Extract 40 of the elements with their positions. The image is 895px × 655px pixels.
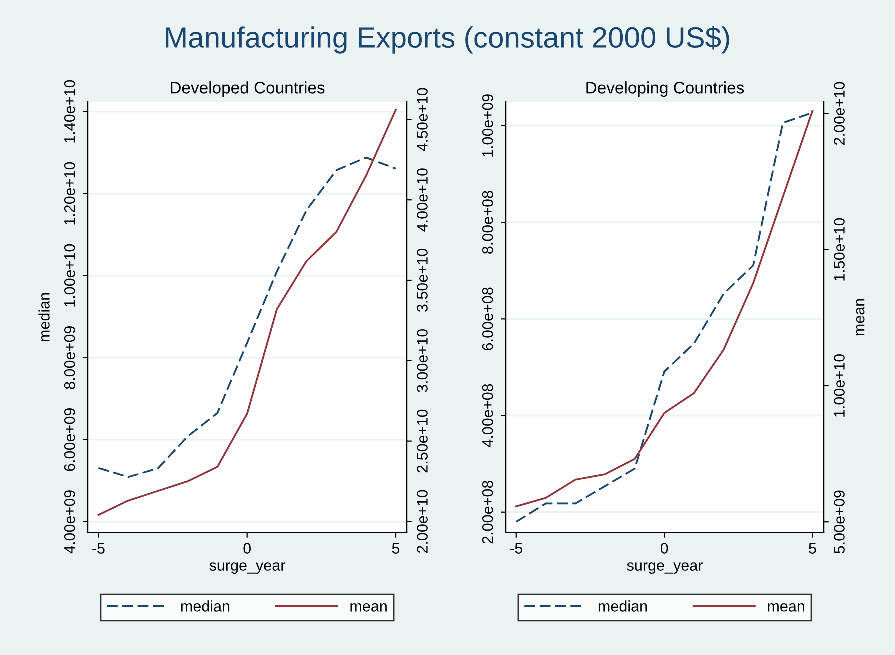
y-tick-label: 4.00e+08 bbox=[482, 384, 494, 448]
x-tick-label: -5 bbox=[510, 543, 523, 554]
line-series bbox=[98, 109, 397, 516]
y-tick-label: 1.20e+10 bbox=[64, 162, 76, 225]
x-axis-title: surge_year bbox=[627, 562, 703, 574]
x-tick-label: 5 bbox=[392, 543, 400, 554]
chart-title: Developed Countries bbox=[171, 82, 325, 98]
x-tick-label: 5 bbox=[809, 543, 816, 554]
y2-tick-label: 3.00e+10 bbox=[417, 329, 428, 392]
y-tick-label: 6.00e+08 bbox=[482, 288, 494, 350]
y2-tick-label: 5.00e+09 bbox=[834, 490, 845, 554]
y-axis-title: median bbox=[38, 293, 50, 342]
y2-tick-label: 2.50e+10 bbox=[417, 410, 428, 473]
legend-label: median bbox=[181, 600, 230, 612]
x-tick-label: 0 bbox=[660, 543, 668, 554]
line-series bbox=[98, 156, 397, 478]
x-axis-title: surge_year bbox=[210, 562, 286, 574]
text: Manufacturing Exports (constant 2000 US$) bbox=[166, 26, 730, 54]
x-tick-label: -5 bbox=[92, 543, 105, 554]
y2-tick-label: 1.00e+10 bbox=[834, 354, 845, 417]
legend-label: mean bbox=[350, 603, 387, 612]
legend-label: median bbox=[598, 600, 648, 612]
y-tick-label: 1.00e+09 bbox=[482, 94, 494, 157]
y-tick-label: 1.00e+10 bbox=[64, 244, 76, 307]
y-tick-label: 8.00e+09 bbox=[64, 326, 76, 390]
y2-tick-label: 4.50e+10 bbox=[417, 88, 428, 152]
legend-label: mean bbox=[768, 603, 804, 612]
y-tick-label: 1.40e+10 bbox=[64, 80, 76, 143]
y2-tick-label: 3.50e+10 bbox=[417, 249, 428, 312]
y-tick-label: 2.00e+08 bbox=[482, 480, 494, 544]
chart-title: Developing Countries bbox=[586, 82, 744, 98]
y2-tick-label: 4.00e+10 bbox=[417, 168, 428, 232]
y2-tick-label: 2.00e+10 bbox=[834, 82, 845, 146]
y2-axis-title: mean bbox=[856, 299, 865, 336]
y2-tick-label: 2.00e+10 bbox=[417, 490, 428, 554]
y2-tick-label: 1.50e+10 bbox=[834, 218, 845, 281]
y-tick-label: 6.00e+09 bbox=[64, 408, 76, 472]
x-tick-label: 0 bbox=[244, 543, 251, 554]
y-tick-label: 8.00e+08 bbox=[482, 191, 494, 254]
y-tick-label: 4.00e+09 bbox=[64, 490, 76, 554]
